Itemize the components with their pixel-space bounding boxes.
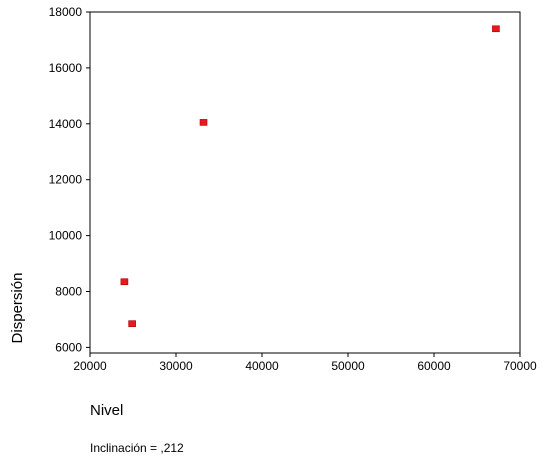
- x-tick-label: 50000: [331, 359, 365, 373]
- slope-annotation: Inclinación = ,212: [90, 441, 184, 455]
- scatter-point: [120, 278, 129, 286]
- scatter-point: [199, 119, 208, 126]
- x-tick-label: 70000: [503, 359, 537, 373]
- y-tick-label: 8000: [55, 285, 82, 299]
- y-tick-label: 10000: [49, 229, 83, 243]
- x-tick-label: 60000: [417, 359, 451, 373]
- scatter-point: [492, 25, 500, 33]
- y-tick-label: 6000: [55, 340, 82, 354]
- y-tick-label: 16000: [49, 61, 83, 75]
- y-tick-label: 14000: [49, 117, 83, 131]
- y-axis-title: Dispersión: [9, 273, 26, 344]
- x-tick-label: 30000: [159, 359, 193, 373]
- scatter-point: [128, 320, 136, 327]
- data-points: [120, 25, 500, 327]
- y-axis-ticks: 6000 8000 10000 12000 14000 16000 18000: [49, 5, 90, 354]
- x-axis-ticks: 20000 30000 40000 50000 60000 70000: [73, 353, 537, 373]
- y-tick-label: 12000: [49, 173, 83, 187]
- y-tick-label: 18000: [49, 5, 83, 19]
- x-tick-label: 40000: [245, 359, 279, 373]
- plot-area: [89, 11, 521, 354]
- x-axis-title: Nivel: [90, 402, 123, 419]
- x-tick-label: 20000: [73, 359, 107, 373]
